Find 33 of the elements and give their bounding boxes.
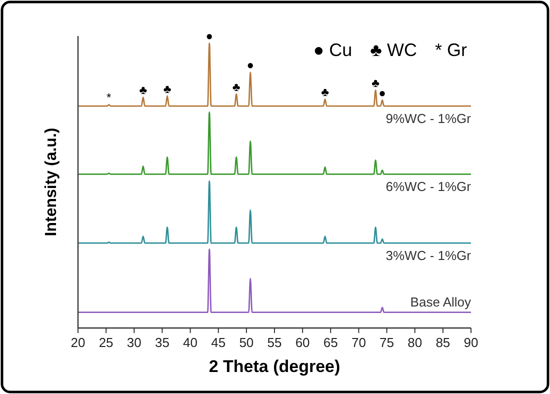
annotation: ♣ [372, 76, 380, 90]
x-tick-label: 65 [323, 335, 338, 350]
x-tick-label: 70 [351, 335, 366, 350]
annotation: ● Cu [313, 40, 352, 60]
x-tick-label: 35 [154, 335, 170, 350]
annotation: ● [246, 58, 254, 72]
x-tick-label: 75 [380, 335, 394, 350]
annotation: ♣ [139, 83, 148, 98]
annotation: ♣ WC [370, 40, 417, 60]
x-tick-label: 40 [183, 335, 198, 350]
x-tick-label: 85 [436, 335, 450, 350]
series-label: 9%WC - 1%Gr [386, 111, 472, 126]
series-label: Base Alloy [410, 294, 472, 310]
annotation: ● [378, 86, 386, 100]
series-label: 6%WC - 1%Gr [386, 179, 472, 194]
x-tick-label: 25 [98, 335, 114, 350]
annotation: ♣ [163, 82, 172, 96]
series-label: 3%WC - 1%Gr [386, 248, 472, 264]
x-tick-label: 45 [211, 335, 226, 350]
x-tick-label: 90 [464, 335, 478, 350]
annotation: ● [206, 29, 213, 44]
y-axis-title: Intensity (a.u.) [43, 128, 60, 236]
annotation: ♣ [232, 80, 240, 94]
x-tick-label: 80 [408, 335, 422, 350]
x-tick-label: 50 [239, 335, 254, 350]
x-axis-title: 2 Theta (degree) [208, 357, 340, 376]
x-tick-label: 20 [70, 335, 86, 350]
annotation: ♣ [321, 85, 330, 100]
x-tick-label: 30 [126, 335, 142, 350]
x-tick-label: 60 [295, 335, 310, 350]
annotation: * [106, 90, 112, 105]
x-tick-label: 55 [267, 335, 282, 350]
annotation: * Gr [434, 40, 467, 60]
